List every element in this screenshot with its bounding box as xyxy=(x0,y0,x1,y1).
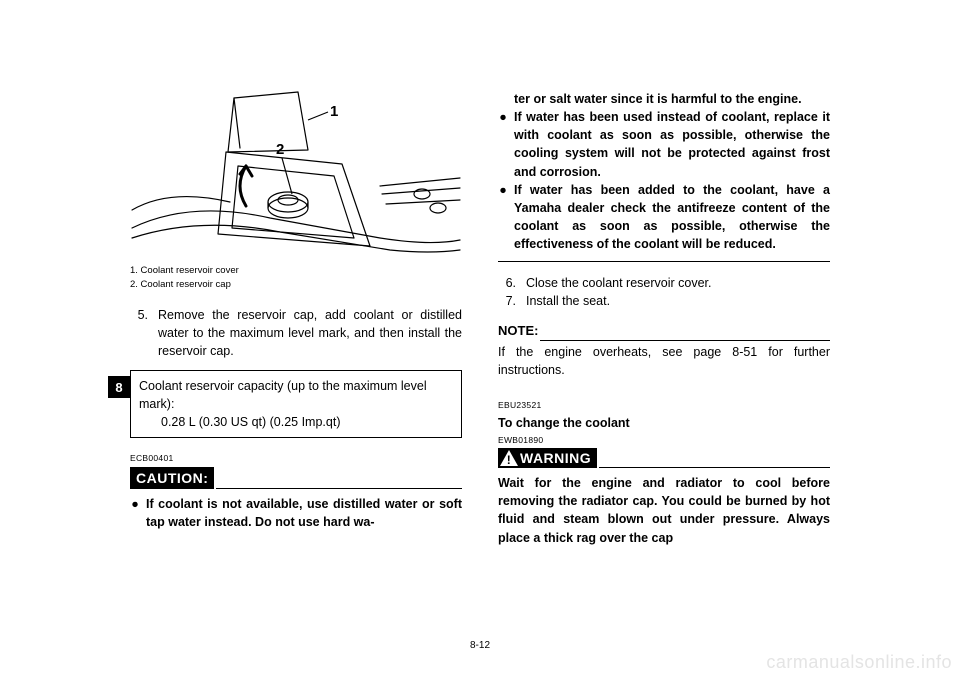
step-7-text: Install the seat. xyxy=(526,292,830,310)
caution-rule xyxy=(216,478,462,489)
figure-caption: 1. Coolant reservoir cover 2. Coolant re… xyxy=(130,264,462,292)
caution-bullet-1: If coolant is not available, use distill… xyxy=(146,495,462,531)
spec-line-1: Coolant reservoir capacity (up to the ma… xyxy=(139,377,453,413)
figure-caption-1: 1. Coolant reservoir cover xyxy=(130,264,462,278)
caution-bullets: ● If coolant is not available, use disti… xyxy=(130,495,462,531)
warning-badge: ! WARNING xyxy=(498,448,597,468)
watermark: carmanualsonline.info xyxy=(766,652,952,673)
figure-callout-1: 1 xyxy=(330,103,338,120)
subheading-change-coolant: To change the coolant xyxy=(498,414,830,432)
caution-heading: CAUTION: xyxy=(130,467,462,489)
figure-coolant-reservoir: 1 2 xyxy=(130,90,462,260)
figure-callout-2: 2 xyxy=(276,141,284,158)
figure-caption-2: 2. Coolant reservoir cap xyxy=(130,278,462,292)
step-5-text: Remove the reservoir cap, add coolant or… xyxy=(158,306,462,360)
caution-label: CAUTION: xyxy=(130,467,214,489)
step-5: 5. Remove the reservoir cap, add coolant… xyxy=(130,306,462,360)
step-6-number: 6. xyxy=(498,274,516,292)
bullet-dot-icon: ● xyxy=(498,108,508,181)
page-content: 1 2 1. Coolant reservoir cover 2. Coolan… xyxy=(130,90,830,620)
bullet-dot-icon: ● xyxy=(130,495,140,531)
spec-line-2: 0.28 L (0.30 US qt) (0.25 Imp.qt) xyxy=(139,413,453,431)
note-heading: NOTE: xyxy=(498,322,830,341)
note-label: NOTE: xyxy=(498,322,538,341)
page-number: 8-12 xyxy=(470,640,490,651)
caution-bullet-2: If water has been used instead of coolan… xyxy=(514,108,830,181)
warning-text: Wait for the engine and radiator to cool… xyxy=(498,474,830,547)
horizontal-rule xyxy=(498,261,830,262)
spec-box: Coolant reservoir capacity (up to the ma… xyxy=(130,370,462,438)
right-column: ● ter or salt water since it is harmful … xyxy=(498,90,830,620)
step-5-number: 5. xyxy=(130,306,148,360)
caution-bullet-3: If water has been added to the coolant, … xyxy=(514,181,830,254)
warning-rule xyxy=(599,457,830,468)
svg-text:!: ! xyxy=(507,453,512,467)
step-6-text: Close the coolant reservoir cover. xyxy=(526,274,830,292)
note-text: If the engine overheats, see page 8-51 f… xyxy=(498,343,830,379)
code-ewb: EWB01890 xyxy=(498,434,830,446)
code-ebu: EBU23521 xyxy=(498,399,830,411)
note-rule xyxy=(540,330,830,341)
step-7-number: 7. xyxy=(498,292,516,310)
warning-triangle-icon: ! xyxy=(498,448,520,468)
steps-6-7: 6. Close the coolant reservoir cover. 7.… xyxy=(498,274,830,310)
bullet-dot-icon: ● xyxy=(498,181,508,254)
chapter-tab: 8 xyxy=(108,376,130,398)
code-ecb: ECB00401 xyxy=(130,452,462,464)
caution-cont-text: ter or salt water since it is harmful to… xyxy=(514,90,830,108)
left-column: 1 2 1. Coolant reservoir cover 2. Coolan… xyxy=(130,90,462,620)
warning-heading: ! WARNING xyxy=(498,448,830,468)
warning-label: WARNING xyxy=(520,448,591,468)
